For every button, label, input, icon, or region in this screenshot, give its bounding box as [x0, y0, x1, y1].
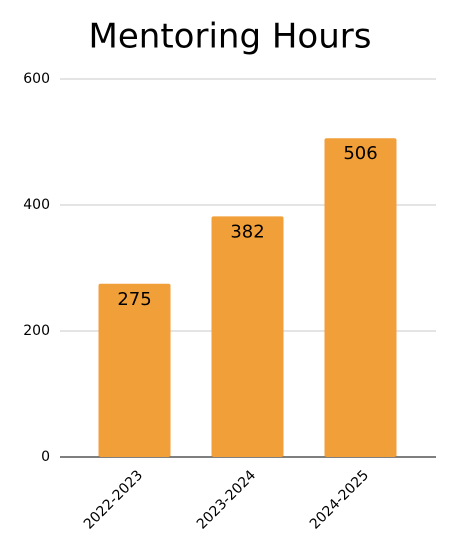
y-tick-label: 400	[23, 197, 50, 213]
data-label: 382	[230, 221, 264, 242]
y-tick-label: 0	[41, 449, 50, 465]
y-tick-label: 600	[23, 71, 50, 87]
data-label: 506	[343, 143, 377, 164]
bar	[98, 283, 171, 457]
bar	[324, 138, 397, 457]
chart-title: Mentoring Hours	[89, 17, 372, 57]
y-tick-label: 200	[23, 323, 50, 339]
data-label: 275	[117, 289, 151, 310]
bar	[211, 216, 284, 457]
